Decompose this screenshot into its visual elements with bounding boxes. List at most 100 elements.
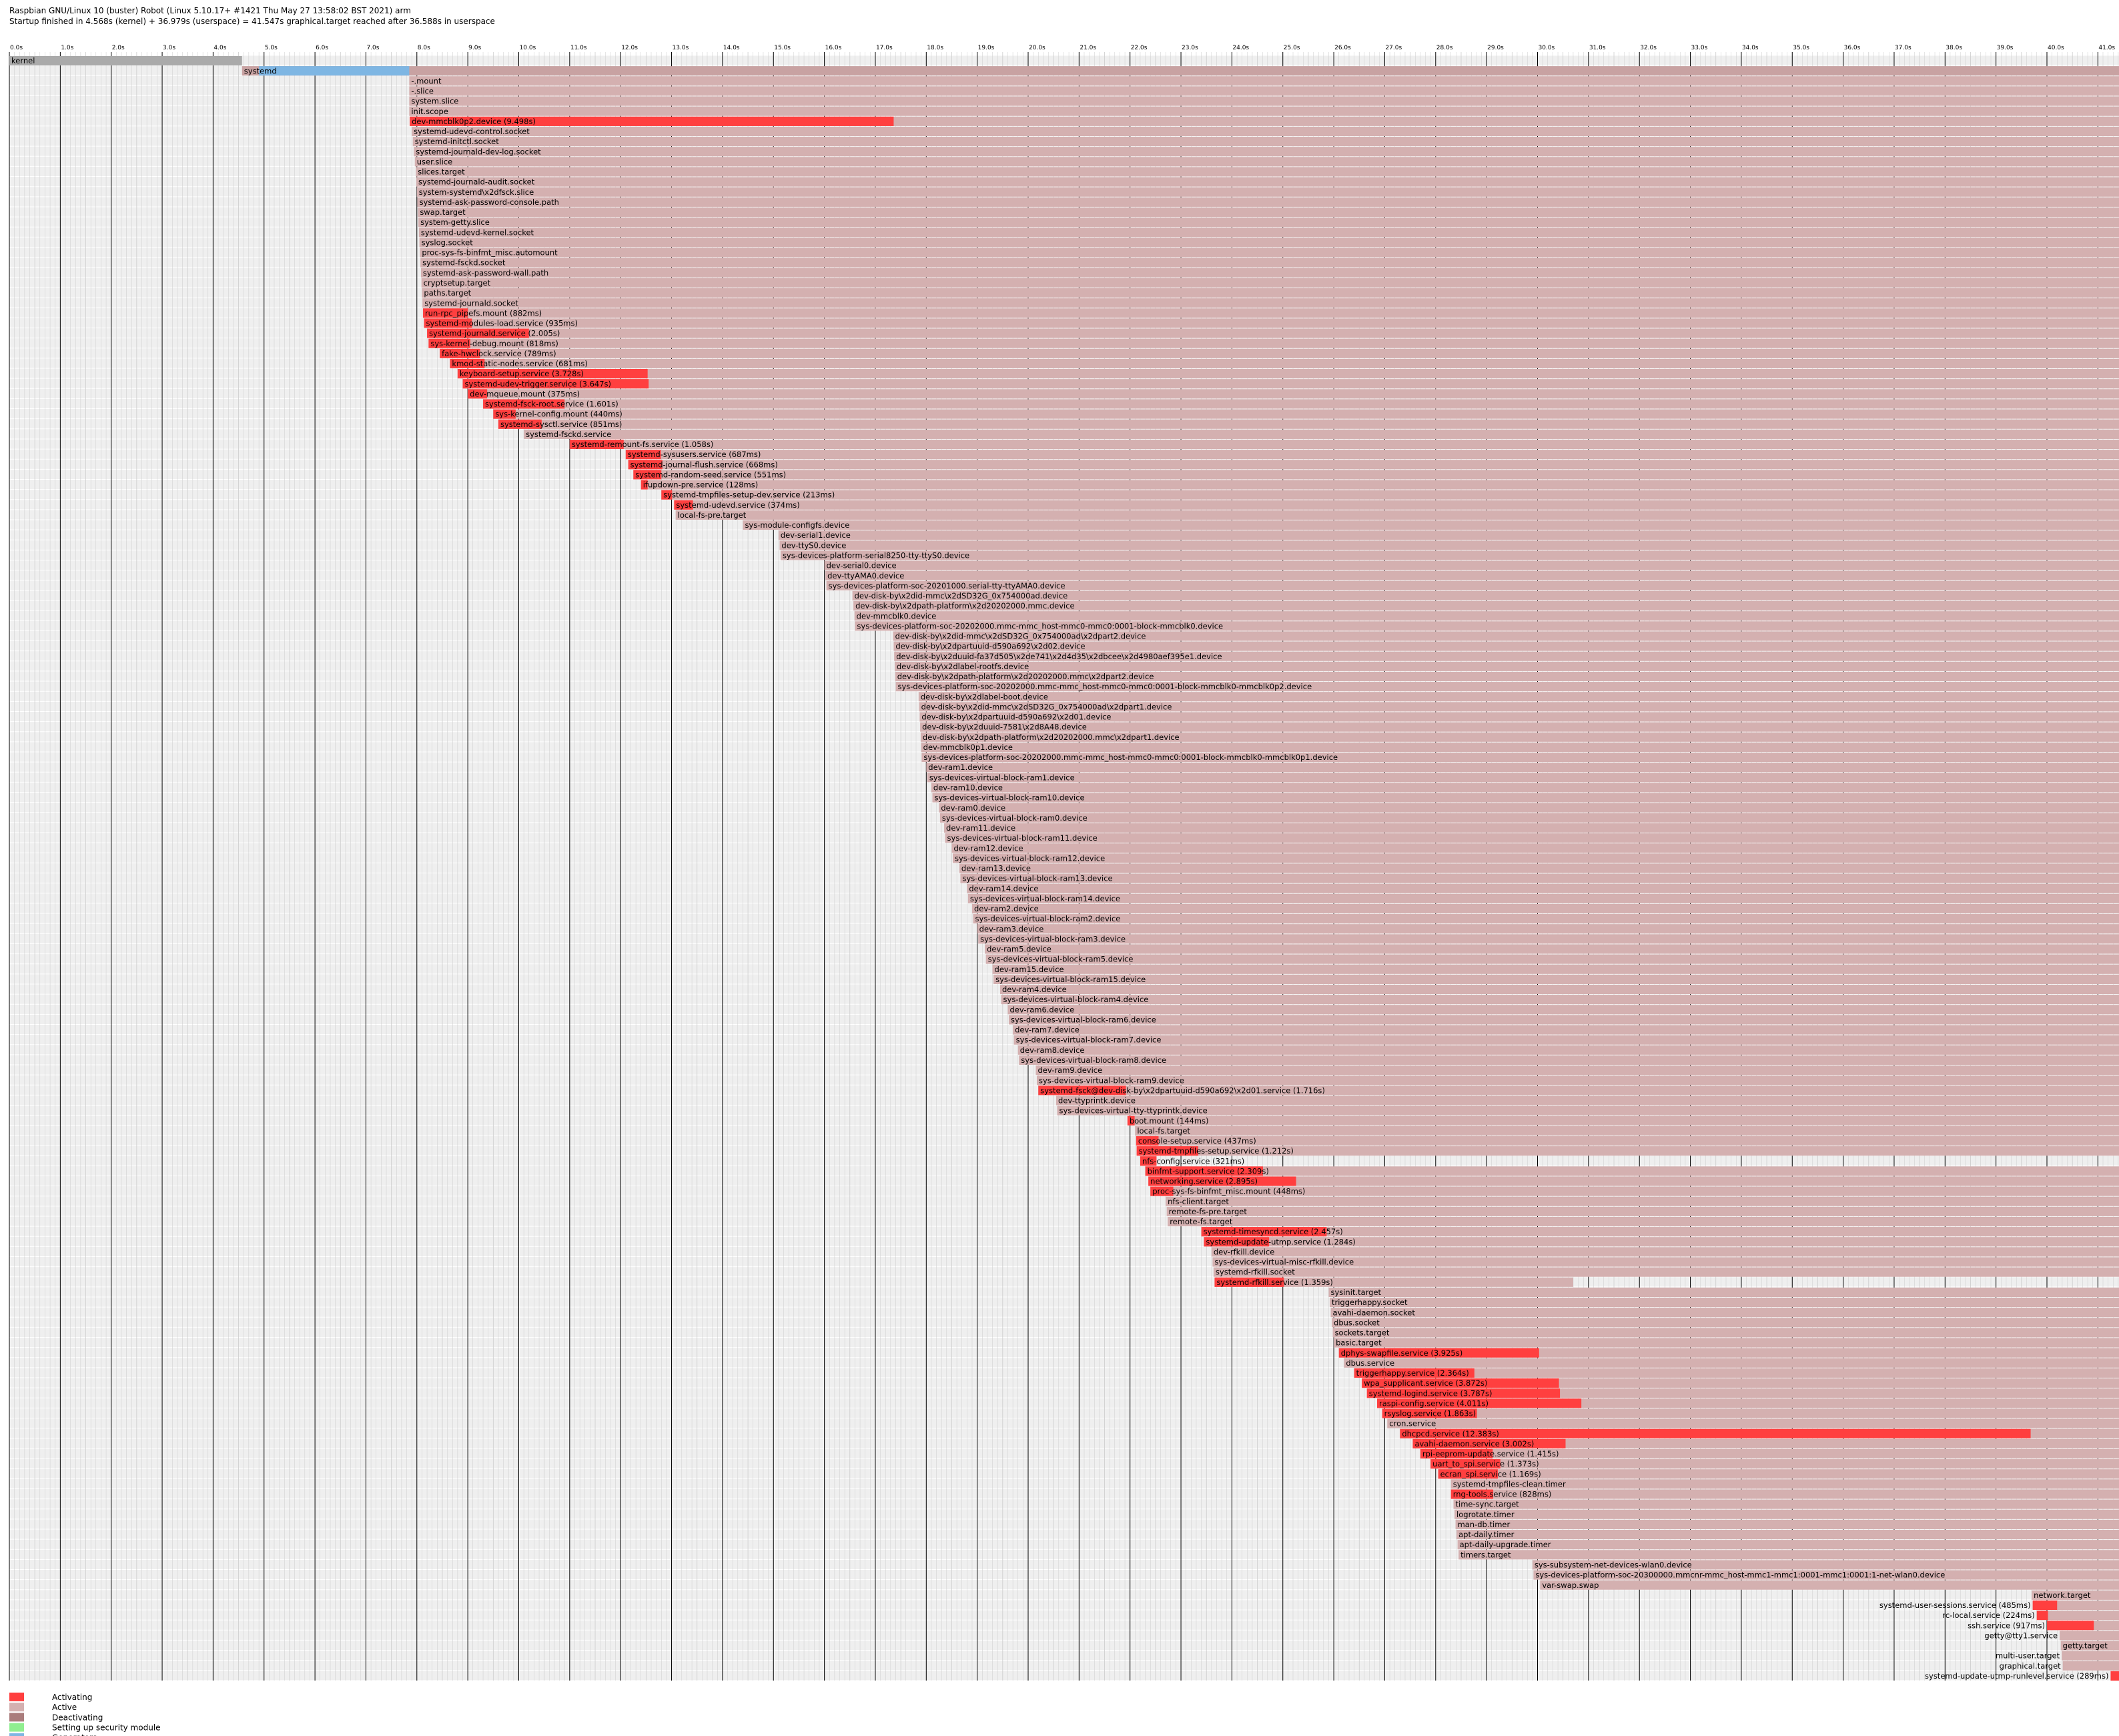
unit-bar-active xyxy=(1533,1570,2119,1580)
unit-bar-active xyxy=(419,238,2119,248)
unit-bar-activating xyxy=(625,450,661,460)
unit-bar-active xyxy=(959,863,2119,873)
unit-label: fake-hwclock.service (789ms) xyxy=(442,349,556,358)
unit-bar-active xyxy=(895,682,2119,692)
unit-bar-active xyxy=(780,550,2119,560)
unit-bar-active xyxy=(919,712,2119,722)
unit-label: dev-ram0.device xyxy=(941,803,1005,813)
unit-bar-active xyxy=(493,409,2119,419)
x-tick-label: 34.0s xyxy=(1742,45,1759,51)
unit-label: dev-ram13.device xyxy=(961,864,1031,873)
unit-bar-active xyxy=(1328,1287,2119,1297)
unit-label: dev-ram9.device xyxy=(1037,1065,1102,1075)
unit-bar-active xyxy=(420,268,2119,278)
unit-label: dev-disk-by\x2did-mmc\x2dSD32G_0x754000a… xyxy=(921,702,1172,711)
unit-label: cryptsetup.target xyxy=(424,278,491,288)
unit-label: systemd xyxy=(244,66,277,75)
unit-bar-active xyxy=(2036,1611,2119,1621)
unit-bar-activating xyxy=(1338,1348,1539,1358)
unit-bar-active xyxy=(2062,1661,2119,1671)
unit-label: systemd-sysctl.service (851ms) xyxy=(500,420,622,429)
unit-label: systemd-ask-password-wall.path xyxy=(423,268,548,278)
unit-label: avahi-daemon.socket xyxy=(1333,1308,1416,1317)
unit-label: systemd-journald.service (2.005s) xyxy=(429,329,560,338)
x-tick-label: 36.0s xyxy=(1844,45,1861,51)
unit-bar-active xyxy=(1387,1418,2119,1428)
unit-label: run-rpc_pipefs.mount (882ms) xyxy=(425,308,542,318)
unit-label: dev-disk-by\x2dlabel-boot.device xyxy=(921,692,1048,701)
unit-label: dev-ram12.device xyxy=(953,843,1023,853)
unit-label: dbus.service xyxy=(1346,1358,1394,1368)
x-tick-label: 11.0s xyxy=(570,45,587,51)
unit-bar-active xyxy=(625,450,2119,460)
unit-label: dev-ram15.device xyxy=(995,965,1064,974)
unit-label: systemd-tmpfiles-setup.service (1.212s) xyxy=(1139,1146,1294,1156)
unit-label: getty.target xyxy=(2063,1641,2108,1651)
unit-bar-active xyxy=(422,288,2119,298)
legend-swatch-generators xyxy=(9,1733,24,1736)
unit-label: syslog.socket xyxy=(422,238,474,247)
unit-bar-active xyxy=(498,419,2119,429)
unit-label: network.target xyxy=(2034,1591,2091,1600)
unit-bar-active xyxy=(1013,1035,2119,1045)
unit-label: basic.target xyxy=(1336,1338,1382,1348)
x-tick-label: 19.0s xyxy=(978,45,995,51)
unit-bar-active xyxy=(468,389,2119,399)
x-tick-label: 16.0s xyxy=(825,45,842,51)
unit-bar-activating xyxy=(1136,1146,1199,1156)
unit-label: graphical.target xyxy=(2000,1661,2062,1671)
unit-bar-active xyxy=(1211,1247,2119,1257)
unit-bar-active xyxy=(921,742,2119,752)
unit-bar-active xyxy=(416,167,2119,177)
unit-bar-active xyxy=(457,369,2119,379)
unit-label: -.slice xyxy=(411,87,434,96)
unit-bar-active xyxy=(416,187,2119,197)
x-tick-label: 35.0s xyxy=(1793,45,1809,51)
unit-label: apt-daily-upgrade.timer xyxy=(1460,1540,1551,1549)
unit-bar-active xyxy=(1055,1096,2119,1106)
x-tick-label: 23.0s xyxy=(1182,45,1198,51)
unit-labels: kernelsystemd-.mount-.slicesystem.slicei… xyxy=(11,56,2108,1681)
unit-label: nfs-client.target xyxy=(1168,1197,1229,1206)
unit-bar-active xyxy=(977,924,2119,934)
unit-bar-activating xyxy=(462,379,649,389)
unit-bar-activating xyxy=(424,318,472,328)
unit-label: system.slice xyxy=(411,97,458,106)
unit-bar-active xyxy=(1127,1116,2119,1126)
unit-bar-active xyxy=(675,510,2119,520)
unit-label: logrotate.timer xyxy=(1456,1510,1515,1519)
unit-bar-active xyxy=(409,76,2119,86)
x-tick-label: 0.0s xyxy=(10,45,23,51)
unit-label: sys-subsystem-net-devices-wlan0.device xyxy=(1535,1561,1692,1570)
unit-bar-activating xyxy=(1127,1116,1135,1126)
unit-label: keyboard-setup.service (3.728s) xyxy=(460,369,584,378)
unit-label: systemd-journald-dev-log.socket xyxy=(416,147,541,156)
unit-label: dev-disk-by\x2dlabel-rootfs.device xyxy=(897,662,1029,671)
unit-bar-activating xyxy=(428,338,470,348)
unit-bar-active xyxy=(893,631,2119,641)
x-tick-label: 6.0s xyxy=(316,45,328,51)
x-tick-label: 24.0s xyxy=(1232,45,1249,51)
unit-bar-activating xyxy=(1201,1227,1327,1237)
unit-bar-active xyxy=(409,106,2119,116)
unit-bar-active xyxy=(953,853,2119,863)
unit-label: sys-devices-platform-soc-20202000.mmc-mm… xyxy=(923,753,1338,762)
unit-label: dev-ram6.device xyxy=(1009,1005,1074,1014)
unit-bar-active xyxy=(824,560,2119,570)
unit-bar-active xyxy=(1212,1257,2119,1267)
unit-label: dev-mmcblk0p2.device (9.498s) xyxy=(412,117,536,126)
unit-bar-active xyxy=(424,318,2119,328)
unit-bar-activating xyxy=(1430,1459,1501,1469)
legend-swatch-security xyxy=(9,1723,24,1732)
unit-bar-activating xyxy=(2047,1621,2094,1631)
unit-bar-active xyxy=(414,157,2119,167)
unit-bar-active xyxy=(428,338,2119,348)
unit-label: timers.target xyxy=(1460,1550,1511,1559)
unit-label: systemd-update-utmp-runlevel.service (28… xyxy=(1925,1671,2108,1681)
unit-label: systemd-modules-load.service (935ms) xyxy=(426,319,577,328)
unit-label: systemd-udev-trigger.service (3.647s) xyxy=(465,379,612,388)
unit-label: sys-devices-virtual-block-ram2.device xyxy=(975,914,1121,923)
unit-label: kernel xyxy=(11,56,35,65)
